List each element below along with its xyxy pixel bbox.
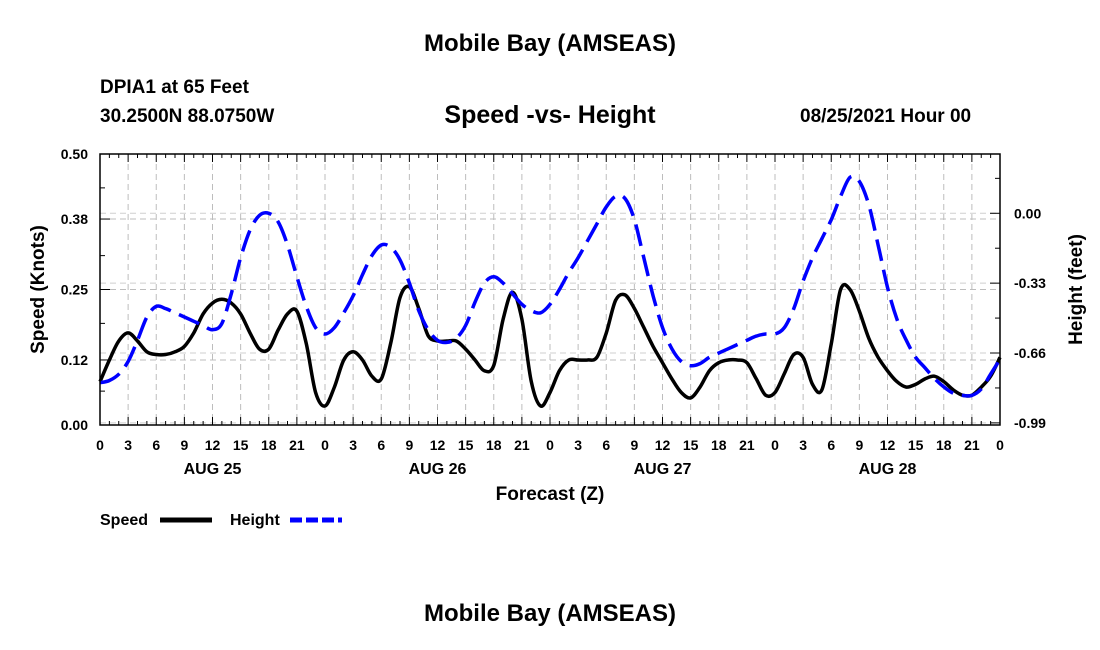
x-tick-label: 18 [936,437,952,453]
x-tick-label: 15 [908,437,924,453]
y-right-tick-label: -0.33 [1014,275,1046,291]
x-tick-label: 12 [880,437,896,453]
axes-layer [99,153,1001,426]
chart-title: Mobile Bay (AMSEAS) [423,30,677,57]
x-tick-label: 6 [602,437,610,453]
chart-subtitle: Speed -vs- Height [444,101,656,129]
station-label: DPIA1 at 65 Feet [100,77,249,98]
y-left-axis-title: Speed (Knots) [28,225,49,354]
x-tick-label: 15 [233,437,249,453]
x-tick-label: 15 [458,437,474,453]
station-coordinates: 30.2500N 88.0750W [100,106,275,127]
day-label: AUG 28 [859,461,917,478]
y-right-tick-label: 0.00 [1014,205,1041,221]
y-left-tick-label: 0.12 [61,352,88,368]
x-tick-label: 9 [630,437,638,453]
legend-label-height: Height [230,512,280,529]
x-tick-label: 12 [655,437,671,453]
day-label: AUG 26 [409,461,467,478]
x-tick-label: 18 [261,437,277,453]
x-tick-label: 9 [180,437,188,453]
y-right-axis-title: Height (feet) [1066,234,1087,345]
legend-label-speed: Speed [100,512,148,529]
labels-layer: 0 3 6 9 12 15 18 21 0 3 6 9 12 15 18 21 0 3 6 9 12 15 18 21 0 3 6 9… [28,146,1087,505]
x-tick-label: 0 [771,437,779,453]
series-height-line [99,174,1002,398]
y-left-tick-label: 0.00 [61,417,88,433]
y-left-tick-label: 0.25 [61,282,88,298]
x-tick-label: 3 [349,437,357,453]
y-right-tick-label: -0.66 [1014,345,1046,361]
x-axis-title: Forecast (Z) [496,484,605,505]
x-tick-label: 3 [574,437,582,453]
forecast-datetime: 08/25/2021 Hour 00 [800,106,972,127]
x-tick-label: 3 [124,437,132,453]
day-label: AUG 27 [634,461,692,478]
x-tick-label: 21 [964,437,980,453]
x-tick-label: 21 [289,437,305,453]
series-layer [98,174,1002,408]
x-tick-label: 0 [321,437,329,453]
day-label: AUG 25 [184,461,242,478]
x-tick-label: 18 [711,437,727,453]
x-tick-label: 21 [739,437,755,453]
series-speed-line [98,282,1002,408]
x-tick-label: 3 [799,437,807,453]
x-tick-label: 9 [405,437,413,453]
x-tick-label: 9 [855,437,863,453]
x-tick-label: 6 [152,437,160,453]
y-left-tick-label: 0.38 [61,211,88,227]
x-tick-label: 0 [546,437,554,453]
footer-title: Mobile Bay (AMSEAS) [423,600,677,627]
x-tick-label: 12 [205,437,221,453]
x-tick-label: 6 [827,437,835,453]
x-tick-label: 15 [683,437,699,453]
x-tick-label: 0 [96,437,104,453]
y-right-tick-label: -0.99 [1014,415,1046,431]
x-tick-label: 0 [996,437,1004,453]
x-tick-label: 12 [430,437,446,453]
y-left-tick-label: 0.50 [61,146,88,162]
legend-layer: Speed Height [100,512,342,529]
x-tick-label: 21 [514,437,530,453]
x-tick-label: 18 [486,437,502,453]
x-tick-label: 6 [377,437,385,453]
